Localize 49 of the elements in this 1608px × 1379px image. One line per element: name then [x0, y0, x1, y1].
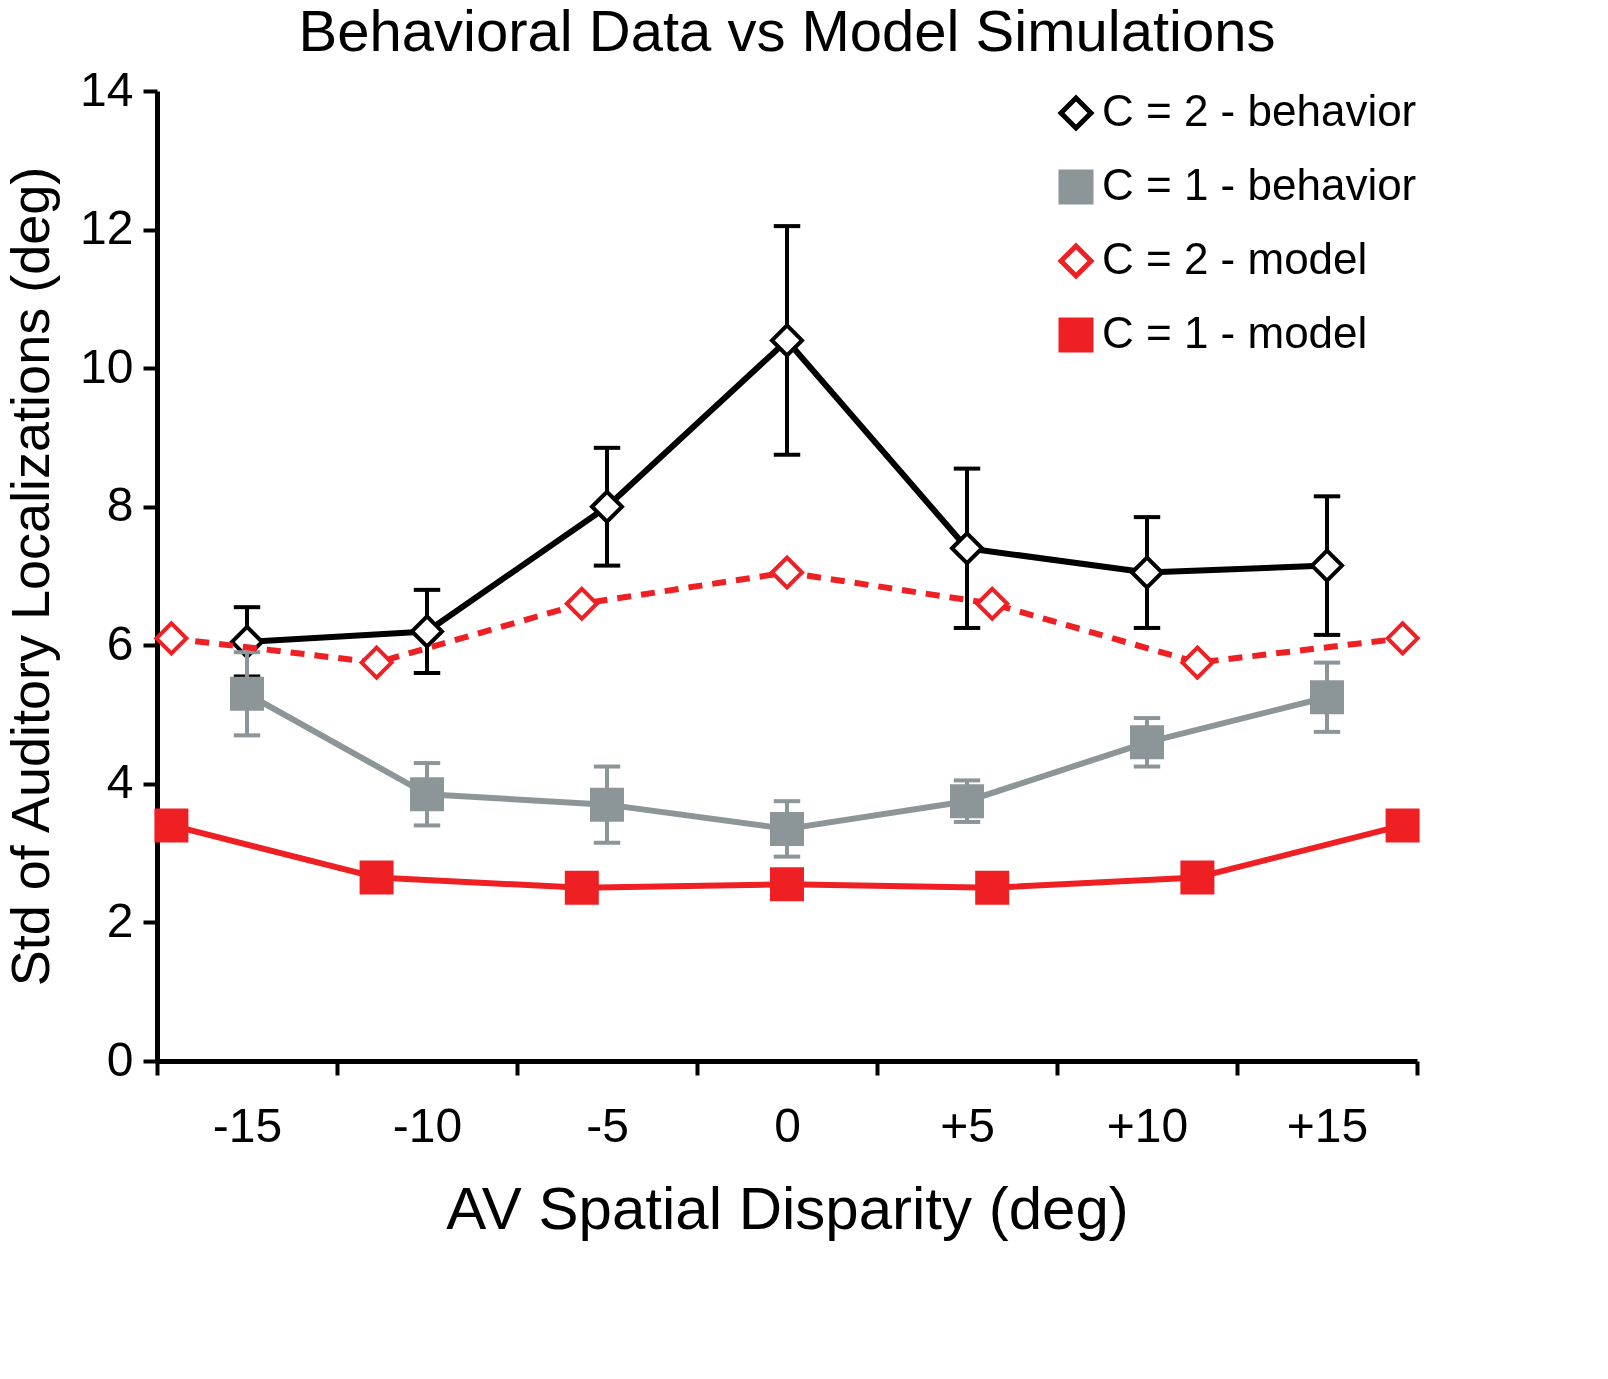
- point: [590, 787, 624, 822]
- x-tick-label: 0: [774, 1098, 801, 1152]
- x-tick-label: -10: [392, 1098, 463, 1152]
- point: [1385, 621, 1420, 656]
- point: [1180, 645, 1215, 680]
- point: [359, 860, 394, 895]
- point: [1385, 808, 1420, 843]
- x-tick-label: +15: [1286, 1098, 1369, 1152]
- point: [975, 586, 1010, 621]
- point: [1310, 680, 1344, 715]
- legend-label: C = 1 - model: [1102, 308, 1368, 357]
- y-tick-label: 4: [106, 755, 134, 809]
- y-tick-label: 14: [80, 62, 134, 116]
- point: [410, 614, 444, 649]
- point: [154, 621, 189, 656]
- point: [564, 586, 599, 621]
- legend-label: C = 2 - behavior: [1102, 86, 1417, 135]
- x-tick-label: +10: [1106, 1098, 1189, 1152]
- chart-title: Behavioral Data vs Model Simulations: [298, 0, 1276, 63]
- legend-label: C = 1 - behavior: [1102, 160, 1417, 209]
- y-tick-label: 0: [106, 1032, 134, 1086]
- y-tick-label: 8: [106, 478, 134, 532]
- point: [1180, 860, 1215, 895]
- point: [950, 531, 984, 566]
- y-tick-label: 12: [80, 201, 134, 255]
- y-tick-label: 10: [80, 339, 134, 393]
- point: [770, 811, 804, 846]
- point: [1130, 555, 1164, 590]
- point: [590, 489, 624, 524]
- y-axis-title: Std of Auditory Localizations (deg): [0, 166, 61, 987]
- point: [770, 555, 804, 590]
- x-tick-label: -5: [586, 1098, 629, 1152]
- x-axis-title: AV Spatial Disparity (deg): [446, 1174, 1129, 1242]
- point: [410, 777, 444, 812]
- y-tick-label: 2: [106, 893, 134, 947]
- point: [975, 870, 1010, 905]
- point: [359, 645, 394, 680]
- point: [950, 784, 984, 819]
- point: [1310, 548, 1344, 583]
- y-tick-label: 6: [106, 616, 134, 670]
- point: [230, 676, 264, 711]
- point: [770, 867, 804, 902]
- legend-label: C = 2 - model: [1102, 234, 1368, 283]
- point: [564, 870, 599, 905]
- x-tick-label: -15: [212, 1098, 283, 1152]
- point: [154, 808, 189, 843]
- point: [770, 323, 804, 358]
- x-tick-label: +5: [940, 1098, 995, 1152]
- point: [1130, 725, 1164, 760]
